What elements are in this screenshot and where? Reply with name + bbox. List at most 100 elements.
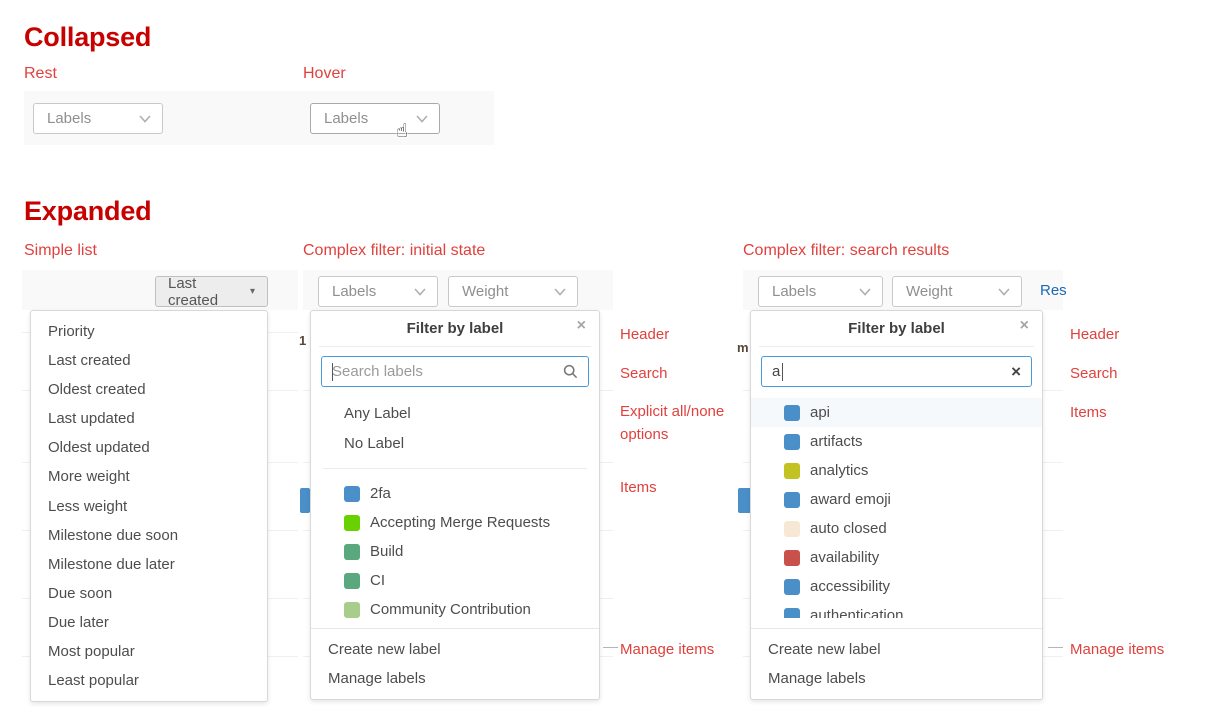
sort-option[interactable]: Milestone due soon xyxy=(48,526,179,544)
annotation-header: Header xyxy=(620,326,670,343)
label-item[interactable]: api xyxy=(751,398,1042,427)
weight-dropdown-label: Weight xyxy=(906,283,953,300)
sort-option[interactable]: Oldest updated xyxy=(48,439,150,457)
sort-option[interactable]: Last updated xyxy=(48,410,135,428)
label-item[interactable]: Accepting Merge Requests xyxy=(311,508,599,537)
annotation-connector xyxy=(1048,647,1063,648)
create-new-label-button[interactable]: Create new label xyxy=(311,635,599,664)
reset-link[interactable]: Res xyxy=(1040,282,1067,299)
clear-search-icon[interactable]: × xyxy=(1011,362,1021,381)
label-color-swatch xyxy=(344,572,360,589)
no-label-option[interactable]: No Label xyxy=(311,428,599,458)
sort-dropdown-menu: Priority Last created Oldest created Las… xyxy=(30,310,268,702)
label-color-swatch xyxy=(784,607,800,618)
label-item[interactable]: auto closed xyxy=(751,514,1042,543)
manage-labels-button[interactable]: Manage labels xyxy=(311,664,599,693)
text-caret xyxy=(782,363,783,381)
label-name: Accepting Merge Requests xyxy=(370,514,551,531)
label-name: analytics xyxy=(810,462,869,479)
rest-variant-label: Rest xyxy=(24,65,57,82)
label-list: Any Label No Label 2fa Accepting Merge R… xyxy=(311,398,599,624)
panel-title: Filter by label xyxy=(406,320,504,337)
hand-cursor-icon: ☝ xyxy=(396,121,408,142)
filter-by-label-panel: Filter by label × × api artifacts analyt… xyxy=(750,310,1043,700)
annotation-search: Search xyxy=(620,365,668,382)
weight-dropdown[interactable]: Weight xyxy=(892,276,1022,307)
create-new-label-text: Create new label xyxy=(328,641,441,658)
label-item[interactable]: Build xyxy=(311,537,599,566)
sort-dropdown-label: Last created xyxy=(168,274,219,309)
annotation-search: Search xyxy=(1070,365,1118,382)
label-item[interactable]: analytics xyxy=(751,456,1042,485)
label-search-input[interactable] xyxy=(762,363,1012,380)
annotation-items: Items xyxy=(1070,404,1107,421)
sort-option[interactable]: Priority xyxy=(48,323,95,341)
chevron-down-icon xyxy=(554,287,566,296)
sort-option[interactable]: Oldest created xyxy=(48,381,146,399)
background-text-fragment: 1 xyxy=(299,333,307,348)
label-name: api xyxy=(810,404,831,421)
sort-option[interactable]: Due soon xyxy=(48,584,113,602)
label-item[interactable]: CI xyxy=(311,566,599,595)
sort-option[interactable]: Least popular xyxy=(48,671,139,689)
search-area: × xyxy=(751,347,1042,398)
annotation-manage-items: Manage items xyxy=(620,641,715,658)
manage-labels-text: Manage labels xyxy=(328,670,426,687)
label-color-swatch xyxy=(784,549,800,566)
annotation-explicit-options: Explicit all/none options xyxy=(620,403,725,444)
label-name: auto closed xyxy=(810,520,887,537)
label-color-swatch xyxy=(344,601,360,618)
sort-option[interactable]: More weight xyxy=(48,468,130,486)
label-item[interactable]: award emoji xyxy=(751,485,1042,514)
label-item[interactable]: authentication xyxy=(751,601,1042,618)
simple-list-label: Simple list xyxy=(24,242,97,259)
sort-option[interactable]: Most popular xyxy=(48,642,135,660)
complex-search-label: Complex filter: search results xyxy=(743,242,950,259)
sort-option[interactable]: Last created xyxy=(48,352,131,370)
annotation-items: Items xyxy=(620,479,657,496)
sort-option[interactable]: Less weight xyxy=(48,497,128,515)
label-item[interactable]: Community Contribution xyxy=(311,595,599,624)
sort-option[interactable]: Milestone due later xyxy=(48,555,175,573)
panel-title: Filter by label xyxy=(848,320,945,337)
create-new-label-button[interactable]: Create new label xyxy=(751,635,1042,664)
annotation-header: Header xyxy=(1070,326,1120,343)
labels-dropdown[interactable]: Labels xyxy=(318,276,438,307)
sort-option[interactable]: Due later xyxy=(48,613,109,631)
panel-header: Filter by label × xyxy=(751,311,1042,346)
labels-dropdown-label: Labels xyxy=(772,283,817,300)
labels-dropdown-rest[interactable]: Labels xyxy=(33,103,163,134)
hover-variant-label: Hover xyxy=(303,65,346,82)
search-area xyxy=(311,347,599,398)
create-new-label-text: Create new label xyxy=(768,641,881,658)
any-label-option[interactable]: Any Label xyxy=(311,398,599,428)
chevron-down-icon xyxy=(414,287,426,296)
manage-labels-button[interactable]: Manage labels xyxy=(751,664,1042,693)
panel-header: Filter by label × xyxy=(311,311,599,346)
chevron-down-icon xyxy=(139,114,151,123)
labels-dropdown-hover[interactable]: Labels xyxy=(310,103,440,134)
close-icon[interactable]: × xyxy=(1019,317,1029,334)
weight-dropdown-label: Weight xyxy=(462,283,509,300)
annotation-manage-items: Manage items xyxy=(1070,641,1165,658)
background-label-chip xyxy=(300,488,310,513)
label-color-swatch xyxy=(784,520,800,537)
label-item[interactable]: accessibility xyxy=(751,572,1042,601)
label-item[interactable]: availability xyxy=(751,543,1042,572)
labels-dropdown-label: Labels xyxy=(47,110,92,127)
sort-dropdown-button[interactable]: Last created ▾ xyxy=(155,274,268,309)
labels-dropdown[interactable]: Labels xyxy=(758,276,883,307)
label-name: Community Contribution xyxy=(370,601,531,618)
label-search-input[interactable] xyxy=(322,363,563,380)
label-name: CI xyxy=(370,572,385,589)
label-name: accessibility xyxy=(810,578,891,595)
labels-dropdown-label: Labels xyxy=(332,283,377,300)
label-color-swatch xyxy=(344,514,360,531)
weight-dropdown[interactable]: Weight xyxy=(448,276,578,307)
close-icon[interactable]: × xyxy=(576,317,586,334)
label-item[interactable]: 2fa xyxy=(311,479,599,508)
label-item[interactable]: artifacts xyxy=(751,427,1042,456)
label-name: Build xyxy=(370,543,404,560)
label-color-swatch xyxy=(344,543,360,560)
